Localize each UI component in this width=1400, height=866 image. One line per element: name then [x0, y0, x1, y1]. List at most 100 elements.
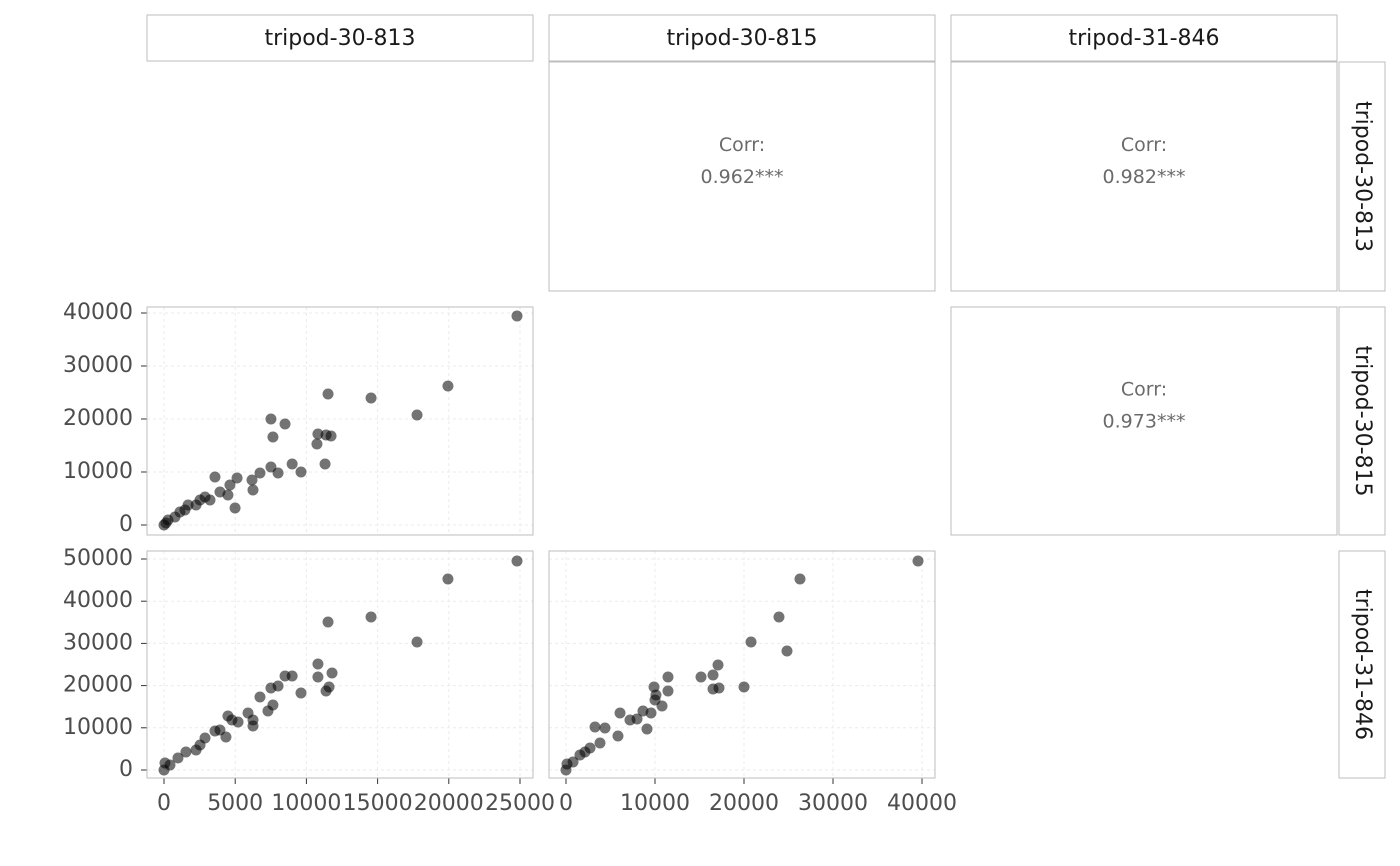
y-tick-label: 0 [119, 757, 133, 782]
point [222, 489, 234, 501]
point [365, 392, 377, 404]
x-tick-label: 40000 [887, 791, 957, 816]
point [214, 724, 226, 736]
panel-border [548, 550, 936, 779]
point [707, 683, 719, 695]
point [579, 746, 591, 758]
point [365, 611, 377, 623]
point [781, 645, 793, 657]
point [194, 494, 206, 506]
point [322, 616, 334, 628]
corr-label: Corr: [1121, 134, 1167, 156]
y-tick-label: 30000 [63, 630, 133, 655]
panel-background [147, 551, 533, 778]
point [594, 737, 606, 749]
point [279, 418, 291, 430]
corr-panel [950, 61, 1338, 292]
points [158, 555, 523, 776]
point [254, 691, 266, 703]
point [247, 484, 259, 496]
point [561, 758, 573, 770]
point [323, 681, 335, 693]
point [295, 687, 307, 699]
strip-box [1338, 550, 1386, 779]
x-tick-label: 20000 [414, 791, 484, 816]
x-tick-label: 10000 [271, 791, 341, 816]
point [712, 659, 724, 671]
point [794, 573, 806, 585]
column-strip-label: tripod-30-813 [264, 26, 415, 51]
point [322, 388, 334, 400]
point [637, 705, 649, 717]
point [326, 667, 338, 679]
point [649, 694, 661, 706]
y-tick-label: 30000 [63, 353, 133, 378]
point [631, 713, 643, 725]
point [174, 506, 186, 518]
point [312, 671, 324, 683]
x-tick-label: 15000 [343, 791, 413, 816]
point [286, 458, 298, 470]
corr-value: 0.982*** [1103, 166, 1186, 188]
point [325, 430, 337, 442]
point [159, 757, 171, 769]
x-tick-label: 5000 [207, 791, 263, 816]
point [182, 499, 194, 511]
corr-label: Corr: [1121, 379, 1167, 401]
point [511, 555, 523, 567]
column-strip-label: tripod-30-815 [666, 26, 817, 51]
point [411, 636, 423, 648]
point [231, 472, 243, 484]
y-tick-label: 10000 [63, 459, 133, 484]
x-tick-label: 0 [559, 791, 573, 816]
y-tick-label: 50000 [63, 546, 133, 571]
point [262, 705, 274, 717]
point [286, 670, 298, 682]
point [172, 752, 184, 764]
row-strip-label: tripod-31-846 [1350, 589, 1375, 740]
point [612, 730, 624, 742]
point [265, 682, 277, 694]
point [272, 467, 284, 479]
strip-box [548, 14, 936, 62]
corr-panel [950, 306, 1338, 536]
y-tick-label: 0 [119, 512, 133, 537]
point [229, 502, 241, 514]
point [204, 494, 216, 506]
y-tick-label: 40000 [63, 588, 133, 613]
point [695, 671, 707, 683]
x-tick-label: 25000 [485, 791, 555, 816]
point [319, 458, 331, 470]
row-strip-label: tripod-30-815 [1350, 345, 1375, 496]
panel-border [146, 306, 534, 536]
point [707, 669, 719, 681]
point [267, 431, 279, 443]
strip-box [950, 14, 1338, 62]
y-tick-label: 10000 [63, 715, 133, 740]
y-tick-label: 20000 [63, 406, 133, 431]
x-tick-label: 30000 [798, 791, 868, 816]
point [912, 555, 924, 567]
corr-value: 0.973*** [1103, 411, 1186, 433]
x-tick-label: 10000 [620, 791, 690, 816]
point [232, 716, 244, 728]
point [662, 685, 674, 697]
point [194, 739, 206, 751]
point [265, 413, 277, 425]
point [662, 671, 674, 683]
x-tick-label: 0 [157, 791, 171, 816]
point [599, 722, 611, 734]
point [411, 409, 423, 421]
corr-value: 0.962*** [701, 166, 784, 188]
point [254, 467, 266, 479]
strip-box [1338, 61, 1386, 292]
strip-box [1338, 306, 1386, 536]
point [773, 611, 785, 623]
point [180, 746, 192, 758]
point [224, 479, 236, 491]
point [745, 636, 757, 648]
points [158, 310, 523, 531]
y-tick-label: 20000 [63, 673, 133, 698]
point [160, 517, 172, 529]
point [246, 474, 258, 486]
